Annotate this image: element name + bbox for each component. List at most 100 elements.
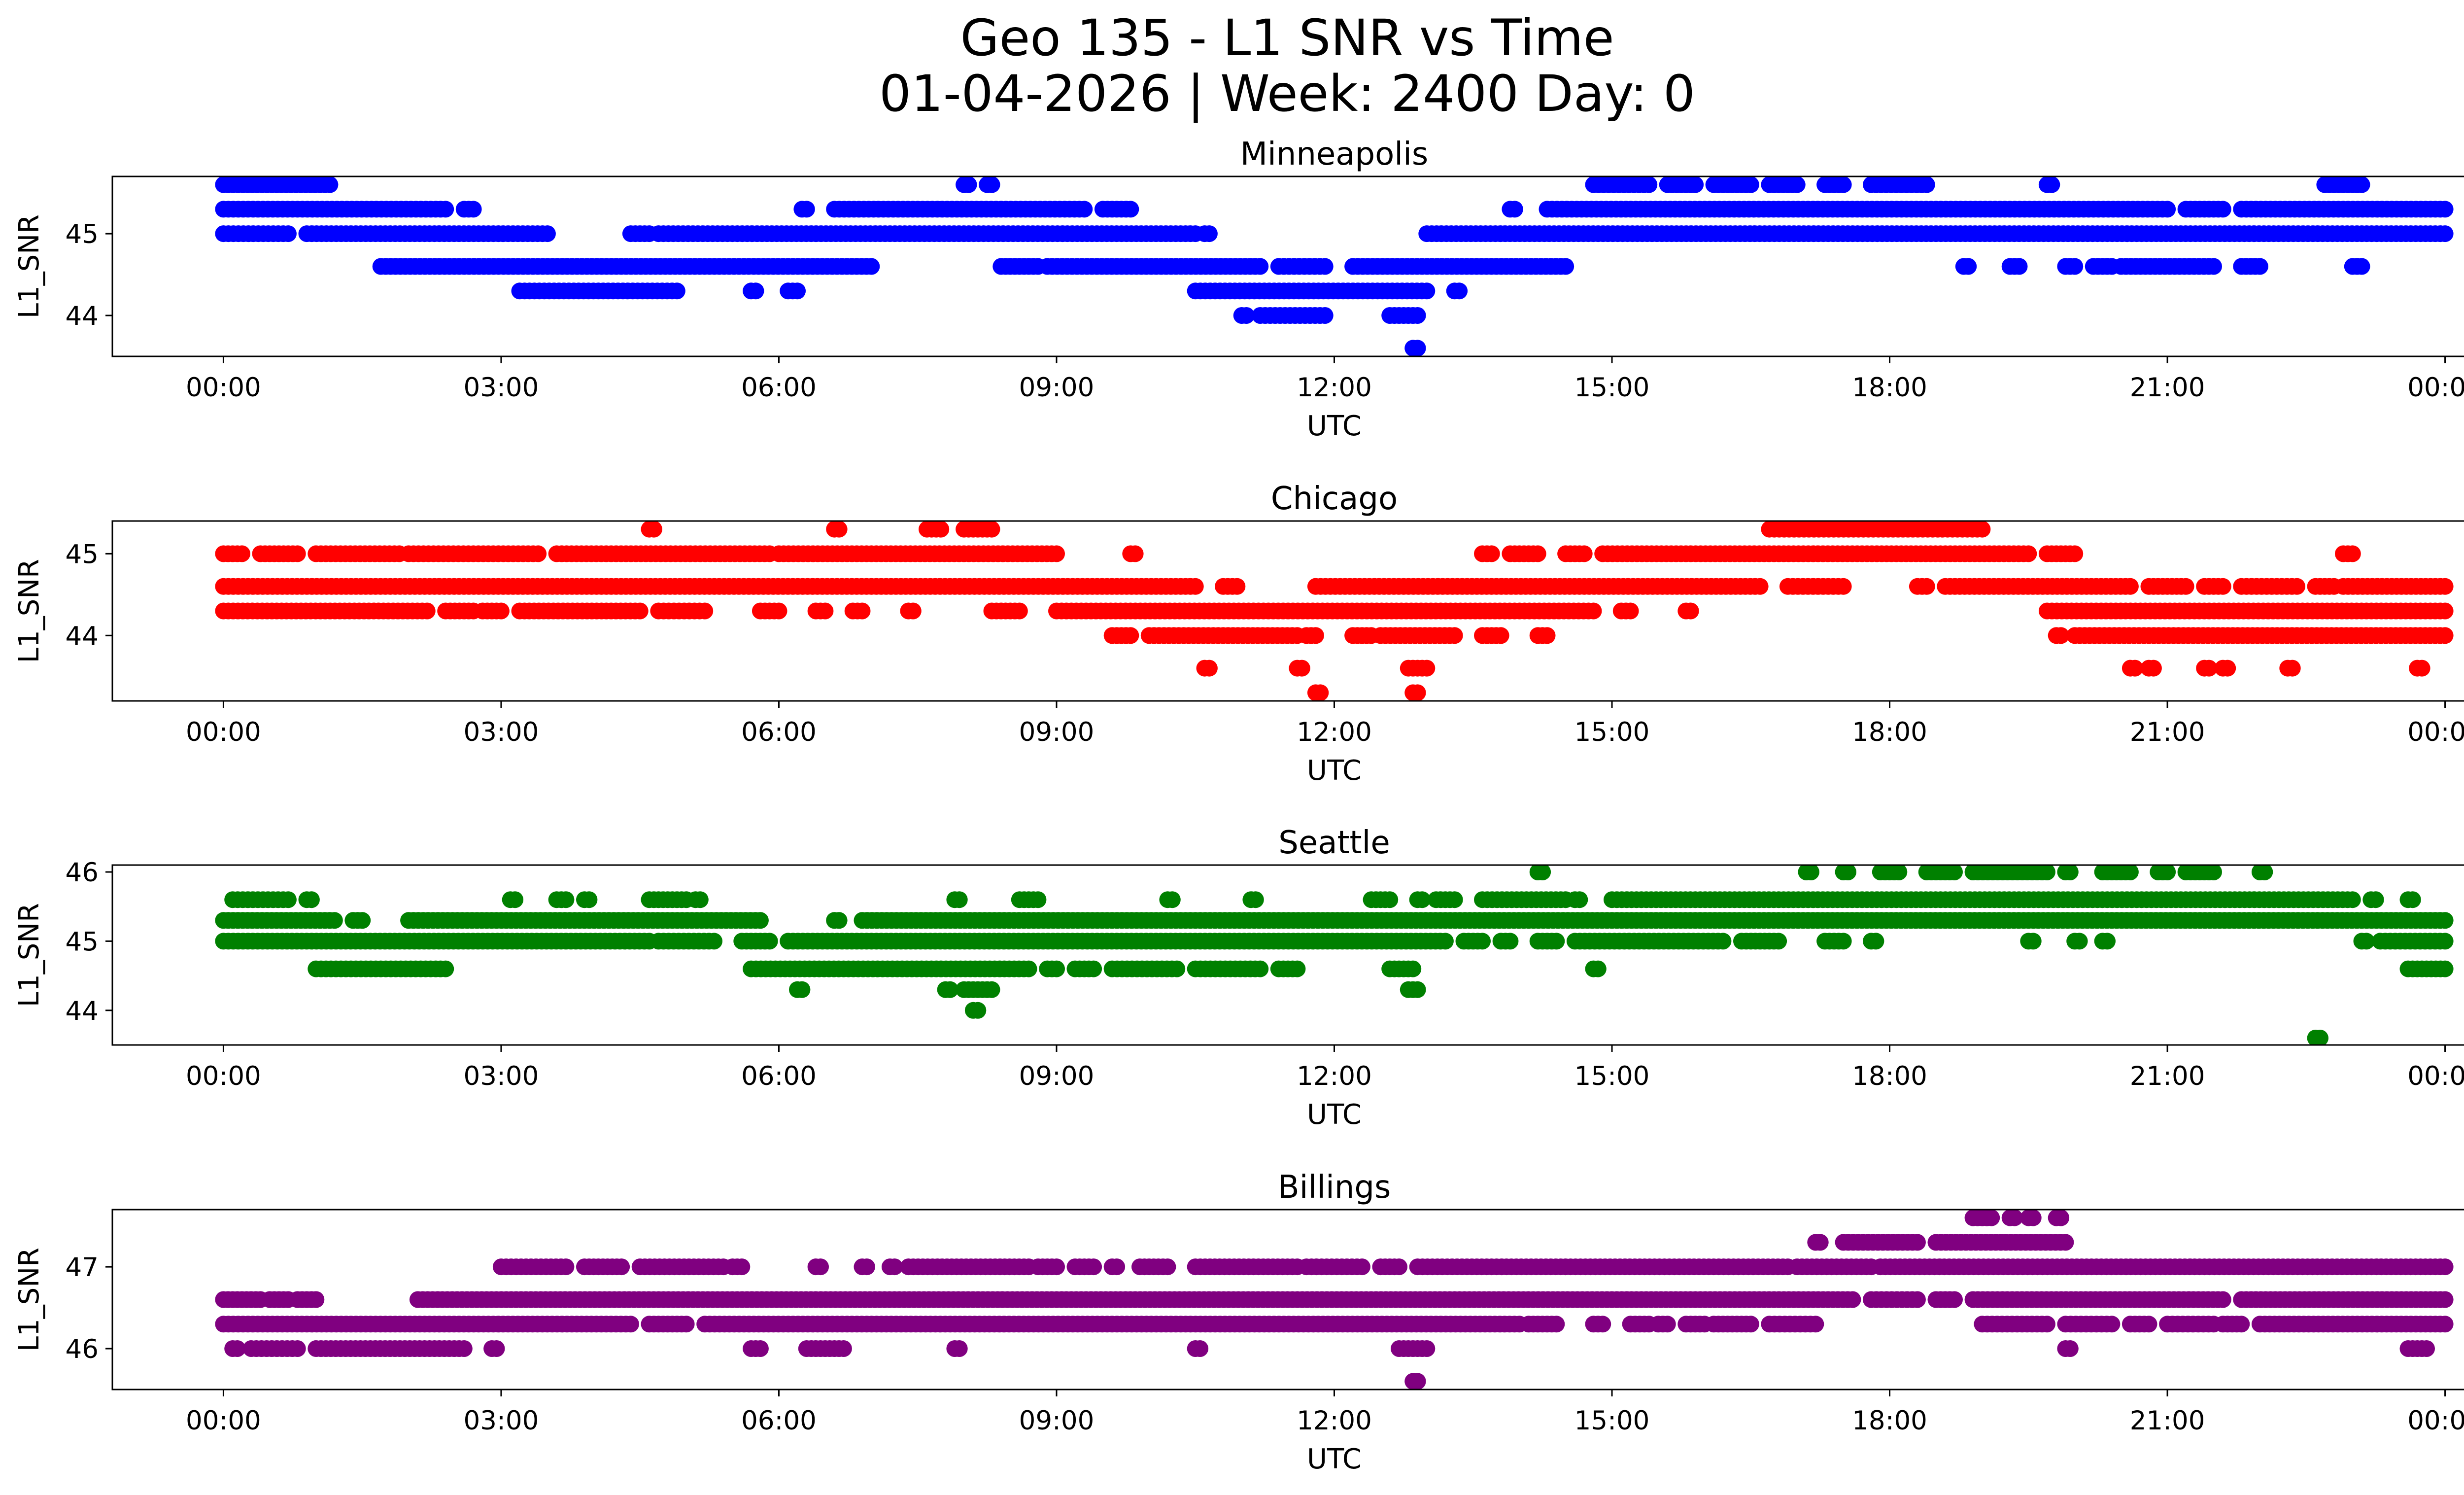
data-point [2251, 258, 2268, 275]
data-point [691, 891, 709, 908]
data-point [1835, 176, 1852, 193]
data-point [1909, 1234, 1926, 1251]
data-point [2066, 545, 2084, 562]
data-point [2214, 201, 2231, 218]
x-tick-label: 09:00 [1019, 717, 1095, 747]
data-point [2436, 578, 2454, 595]
data-point [2006, 1210, 2023, 1226]
data-point [1446, 627, 1463, 644]
data-point [2344, 545, 2361, 562]
data-point [2436, 627, 2454, 644]
x-tick-label: 00:00 [2407, 1061, 2464, 1091]
data-point [1108, 1258, 1126, 1276]
y-tick-label: 45 [66, 219, 99, 249]
data-point [1539, 627, 1556, 644]
data-point [854, 602, 871, 620]
data-point [2436, 960, 2454, 977]
y-axis-label: L1_SNR [13, 903, 45, 1007]
x-tick-label: 03:00 [464, 373, 539, 403]
data-point [1413, 891, 1431, 908]
data-point [539, 225, 556, 243]
figure-title-line2: 01-04-2026 | Week: 2400 Day: 0 [879, 65, 1695, 123]
x-tick-label: 21:00 [2130, 717, 2205, 747]
data-point [1770, 933, 1787, 950]
data-point [1788, 176, 1806, 193]
data-point [1835, 933, 1852, 950]
data-point [1571, 891, 1588, 908]
data-point [2289, 578, 2305, 595]
data-point [1594, 1316, 1611, 1333]
data-point [1200, 660, 1218, 677]
data-point [1316, 258, 1334, 275]
data-point [1492, 627, 1509, 644]
data-point [1474, 933, 1491, 950]
x-tick-label: 00:00 [186, 373, 261, 403]
x-tick-label: 06:00 [741, 373, 817, 403]
data-point [1122, 201, 1139, 218]
data-point [1844, 1291, 1861, 1308]
x-tick-label: 00:00 [2407, 717, 2464, 747]
data-point [492, 602, 510, 620]
data-point [2256, 865, 2273, 880]
data-point [1192, 1340, 1209, 1357]
data-point [706, 933, 722, 950]
data-point [1589, 960, 1607, 977]
data-point [2122, 578, 2139, 595]
data-point [2233, 1316, 2250, 1333]
data-point [613, 1258, 630, 1276]
data-point [1974, 521, 1991, 538]
data-point [789, 282, 806, 300]
x-tick-label: 03:00 [464, 1061, 539, 1091]
x-tick-label: 12:00 [1297, 373, 1372, 403]
data-point [2024, 1210, 2042, 1226]
data-point [1918, 176, 1935, 193]
data-point [1409, 307, 1426, 324]
x-tick-label: 00:00 [186, 717, 261, 747]
data-point [1307, 627, 1324, 644]
data-point [1909, 1291, 1926, 1308]
scatter-series-minneapolis [215, 176, 2454, 356]
data-point [418, 602, 436, 620]
x-tick-label: 18:00 [1852, 1061, 1927, 1091]
data-point [1483, 545, 1500, 562]
data-point [1409, 684, 1426, 701]
data-point [1659, 1316, 1676, 1333]
data-point [437, 201, 454, 218]
data-point [798, 201, 815, 218]
data-point [1983, 1210, 2000, 1226]
data-point [1252, 258, 1269, 275]
data-point [1409, 340, 1426, 356]
data-point [437, 960, 454, 977]
data-point [1085, 1258, 1102, 1276]
data-point [1687, 176, 1704, 193]
data-point [2200, 660, 2218, 677]
data-point [1391, 1258, 1407, 1276]
data-point [2404, 891, 2421, 908]
y-axis-label: L1_SNR [13, 214, 45, 318]
data-point [1534, 865, 1551, 880]
data-point [2038, 865, 2055, 880]
data-point [1529, 545, 1546, 562]
x-tick-label: 12:00 [1297, 717, 1372, 747]
x-tick-label: 03:00 [464, 717, 539, 747]
data-point [1506, 201, 1523, 218]
data-point [932, 521, 950, 538]
data-point [2353, 176, 2370, 193]
x-tick-label: 21:00 [2130, 1061, 2205, 1091]
data-point [830, 521, 848, 538]
data-point [1840, 865, 1856, 880]
data-point [2145, 660, 2162, 677]
figure-title-line1: Geo 135 - L1 SNR vs Time [960, 9, 1614, 68]
data-point [2358, 933, 2375, 950]
data-point [960, 176, 977, 193]
y-axis-label: L1_SNR [13, 1248, 45, 1352]
data-point [1404, 960, 1422, 977]
data-point [835, 1340, 852, 1357]
data-point [2159, 201, 2176, 218]
data-point [2219, 660, 2236, 677]
data-point [1812, 1234, 1829, 1251]
data-point [303, 891, 320, 908]
data-point [969, 1002, 987, 1019]
data-point [1048, 1258, 1065, 1276]
